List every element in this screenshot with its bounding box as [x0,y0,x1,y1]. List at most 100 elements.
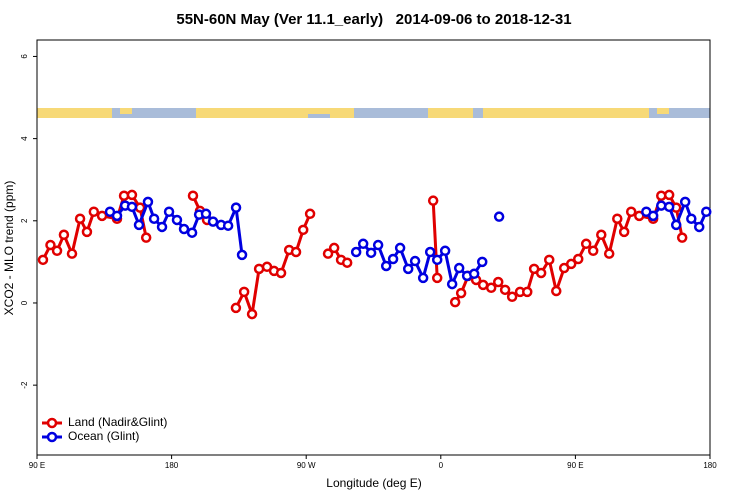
data-point [618,226,630,238]
data-point [663,201,675,213]
data-point [74,213,86,224]
data-point [230,302,242,314]
x-tick-label: 180 [703,461,717,470]
data-point [140,232,152,243]
data-point [679,196,691,208]
data-point [322,248,334,259]
y-tick-label: 2 [20,218,29,223]
data-point [543,254,555,266]
data-point [506,291,518,303]
data-point [328,242,340,254]
data-point [171,214,183,226]
data-point [156,221,168,233]
data-point [493,211,505,222]
y-tick-label: -2 [20,381,29,389]
data-point [133,219,145,231]
data-point [521,286,533,298]
data-point [551,285,562,297]
data-point [222,220,234,231]
data-point [126,189,138,201]
data-point [663,189,675,201]
series-line [41,193,684,315]
data-point [587,245,599,257]
legend-label: Land (Nadir&Glint) [68,415,167,429]
data-point [236,249,248,261]
data-point [446,278,458,290]
data-point [187,190,199,201]
data-point [230,202,242,213]
data-point [431,272,443,284]
legend-marker [46,431,58,443]
data-point [246,308,258,320]
data-point [485,282,497,294]
data-point [350,246,362,258]
data-point [275,267,287,279]
y-tick-label: 6 [20,54,29,59]
data-point [670,219,682,231]
x-axis-label: Longitude (deg E) [326,476,421,490]
data-point [51,245,63,257]
data-point [603,248,615,259]
data-point [380,260,392,272]
data-point [66,248,78,259]
data-point [455,287,467,299]
data-point [427,195,439,206]
plot-frame [36,39,711,456]
data-point [449,296,461,308]
data-point [81,226,93,238]
data-point [686,213,697,224]
data-point [178,223,190,235]
data-point [304,208,316,220]
data-point [693,221,705,233]
data-point [111,210,123,222]
x-tick-label: 90 W [297,461,316,470]
data-point [341,257,353,268]
data-point [96,210,108,222]
y-tick-label: 0 [20,300,29,305]
chart-title: 55N-60N May (Ver 11.1_early) 2014-09-06 … [176,11,571,28]
legend: Land (Nadir&Glint) Ocean (Glint) [42,415,167,443]
y-tick-label: 4 [20,136,29,141]
data-point [701,206,712,218]
data-point [476,256,488,268]
data-point [580,238,592,250]
x-tick-label: 0 [439,461,444,470]
x-tick-label: 90 E [567,461,583,470]
data-point [297,224,309,236]
x-tick-label: 180 [165,461,179,470]
data-point [535,267,547,279]
data-point [58,229,70,241]
data-point [565,258,577,270]
data-point [134,202,146,213]
data-point [612,213,623,224]
data-point [439,245,451,257]
data-point [655,200,667,211]
data-point [625,206,637,218]
data-point [431,254,443,266]
data-point [647,210,659,222]
data-point [596,229,607,241]
data-point [477,279,489,291]
data-point [387,253,399,265]
data-point [492,276,504,288]
data-point [394,242,406,254]
data-point [402,263,414,275]
data-point [499,284,511,296]
data-point [142,196,154,208]
data-point [290,246,302,258]
data-point [186,227,198,238]
data-point [238,286,250,298]
y-axis-label: XCO2 - MLO trend (ppm) [2,181,16,316]
data-point [45,239,56,251]
data-point [200,208,212,220]
x-tick-label: 90 E [29,461,45,470]
data-point [372,239,384,251]
data-point [676,232,688,243]
data-point [468,268,480,280]
data-point [572,253,584,265]
data-point [37,254,49,266]
data-point [417,272,429,284]
data-point [88,206,100,218]
data-point [424,246,436,258]
